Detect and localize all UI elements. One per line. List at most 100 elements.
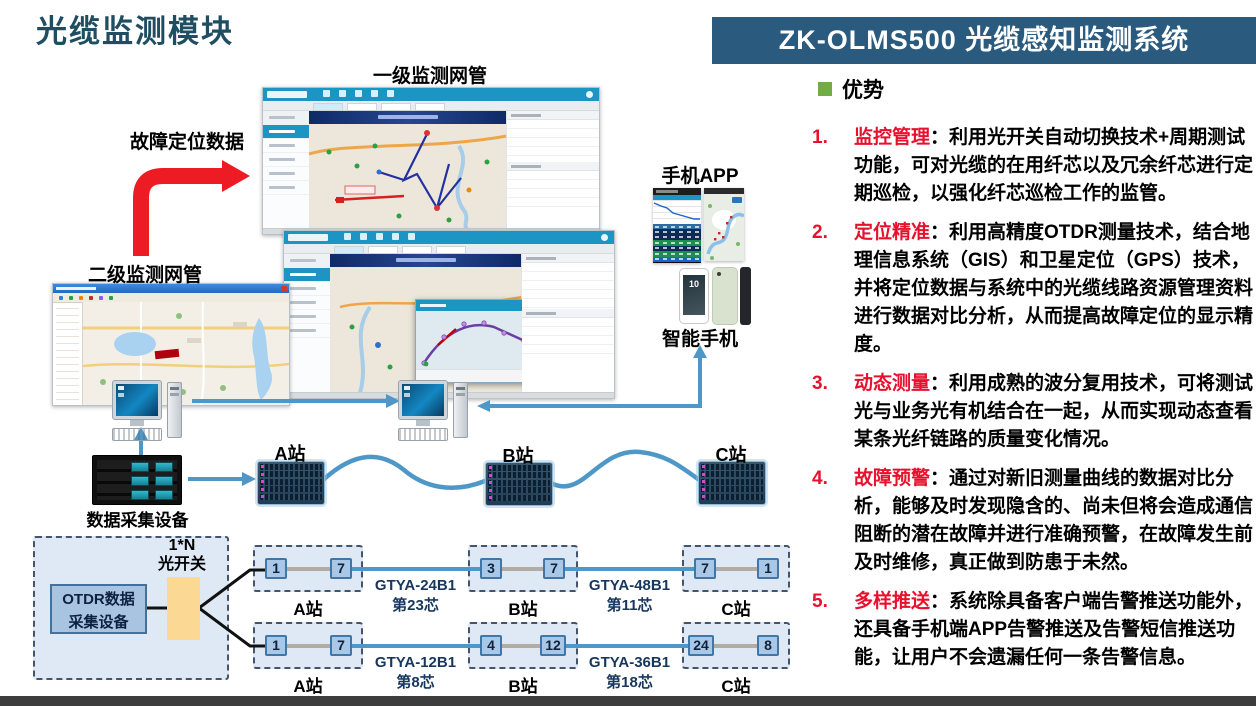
advantage-body: 通过对新旧测量曲线的数据对比分析，能够及时发现隐含的、尚未但将会造成通信阻断的潜… <box>854 468 1254 573</box>
map-title-banner <box>309 111 507 124</box>
advantage-term: 多样推送 <box>854 591 931 612</box>
advantages-heading-text: 优势 <box>842 79 884 102</box>
tower-icon <box>453 382 468 438</box>
layer-tree-panel <box>53 302 83 405</box>
station-a-panel <box>257 461 325 505</box>
advantage-colon: ： <box>930 222 950 243</box>
span-a-b <box>320 454 488 490</box>
fault-data-label: 故障定位数据 <box>130 132 245 153</box>
row1-cable-label-2: GTYA-48B1 第11芯 <box>577 576 682 616</box>
map-view <box>309 111 507 229</box>
advantage-number: 5. <box>812 591 828 612</box>
event-table-header <box>653 224 701 229</box>
daq-device <box>92 455 182 505</box>
phone-app-label: 手机APP <box>661 166 739 187</box>
advantages-list: 1. 监控管理：利用光开关自动切换技术+周期测试功能，可对光缆的在用纤芯以及冗余… <box>812 124 1254 683</box>
event-table-row <box>653 229 701 235</box>
row2-station-b-label: B站 <box>508 677 538 696</box>
fiber-route-line <box>422 323 522 364</box>
switch-label-line1: 1*N <box>168 537 196 554</box>
row2-station-c-label: C站 <box>721 677 751 696</box>
advantage-colon: ： <box>930 127 950 148</box>
dialog-map-art <box>421 320 522 367</box>
system-banner: ZK-OLMS500 光缆感知监测系统 <box>712 17 1256 64</box>
advantage-colon: ： <box>930 591 950 612</box>
port-box: 12 <box>540 635 566 656</box>
station-b-label: B站 <box>502 446 534 466</box>
app-logo <box>267 91 307 98</box>
otdr-trace-line <box>653 202 700 220</box>
advantage-item-5: 5. 多样推送：系统除具备客户端告警推送功能外，还具备手机端APP告警推送及告警… <box>812 588 1254 672</box>
smartphone-side-view <box>740 267 751 325</box>
phone-map-art <box>706 197 744 260</box>
cable-core: 第11芯 <box>606 597 653 614</box>
fault-location-dialog <box>415 299 522 383</box>
port-box: 4 <box>480 635 502 656</box>
advantage-number: 4. <box>812 468 828 489</box>
cable-core: 第18芯 <box>606 674 653 691</box>
advantage-text: 监控管理：利用光开关自动切换技术+周期测试功能，可对光缆的在用纤芯以及冗余纤芯进… <box>854 124 1254 208</box>
optical-switch <box>167 577 200 640</box>
advantage-term: 监控管理 <box>854 127 931 148</box>
advantage-number: 3. <box>812 373 828 394</box>
workstation-level1 <box>398 380 476 446</box>
advantage-colon: ： <box>930 373 950 394</box>
advantage-text: 动态测量：利用成熟的波分复用技术，可将测试光与业务光有机结合在一起，从而实现动态… <box>854 370 1254 454</box>
advantage-term: 定位精准 <box>854 222 931 243</box>
event-table-row <box>653 240 701 246</box>
otdr-device-line1: OTDR数据 <box>62 591 135 608</box>
advantage-item-1: 1. 监控管理：利用光开关自动切换技术+周期测试功能，可对光缆的在用纤芯以及冗余… <box>812 124 1254 208</box>
otdr-curve-chart <box>653 200 701 224</box>
nms-popup-screenshot <box>283 230 615 399</box>
station-b-panel <box>485 462 553 506</box>
slide-footer-bar <box>0 696 1256 706</box>
station-a-label: A站 <box>274 444 306 464</box>
advantage-item-2: 2. 定位精准：利用高精度OTDR测量技术，结合地理信息系统（GIS）和卫星定位… <box>812 219 1254 359</box>
port-box: 8 <box>757 635 779 656</box>
row1-station-c-label: C站 <box>721 600 751 619</box>
row2-cable-label-1: GTYA-12B1 第8芯 <box>363 653 468 693</box>
fault-segment-line <box>437 328 457 346</box>
detail-panel <box>521 254 614 393</box>
cable-name: GTYA-48B1 <box>588 577 671 594</box>
row1-station-a-label: A站 <box>293 600 323 619</box>
app-nav-icons <box>323 90 394 97</box>
advantage-body: 利用高精度OTDR测量技术，结合地理信息系统（GIS）和卫星定位（GPS）技术，… <box>854 222 1254 355</box>
green-bullet-icon <box>818 82 832 96</box>
phone-map-screenshot <box>704 188 744 261</box>
smartphone-photo: 10 <box>677 267 752 325</box>
dialog-title-bar <box>416 300 522 311</box>
nms-level1-screenshot <box>262 87 600 235</box>
advantage-text: 定位精准：利用高精度OTDR测量技术，结合地理信息系统（GIS）和卫星定位（GP… <box>854 219 1254 359</box>
otdr-device-line2: 采集设备 <box>68 614 129 631</box>
phone-otdr-screenshot <box>653 188 701 263</box>
phone-status-bar <box>653 188 701 195</box>
app-sidebar <box>284 254 331 393</box>
monitor-icon <box>398 380 448 420</box>
user-avatar-icon <box>601 234 608 241</box>
window-title-bar <box>53 284 289 293</box>
cable-name: GTYA-36B1 <box>588 654 671 671</box>
alarm-route-line <box>334 194 405 202</box>
event-table-row <box>653 251 701 257</box>
detail-panel <box>506 111 599 229</box>
advantage-text: 多样推送：系统除具备客户端告警推送功能外，还具备手机端APP告警推送及告警短信推… <box>854 588 1254 672</box>
workstation-level2 <box>112 380 190 446</box>
daq-label: 数据采集设备 <box>86 511 189 530</box>
map-view <box>330 254 522 393</box>
advantage-body: 系统除具备客户端告警推送功能外，还具备手机端APP告警推送及告警短信推送功能，让… <box>854 591 1254 668</box>
advantage-number: 1. <box>812 127 828 148</box>
port-box: 7 <box>330 558 352 579</box>
row1-station-b-label: B站 <box>508 600 538 619</box>
monitor-icon <box>112 380 162 420</box>
span-b-c <box>548 449 701 489</box>
event-table-row <box>653 256 701 262</box>
event-table-row <box>653 245 701 251</box>
advantage-term: 故障预警 <box>854 468 931 489</box>
keyboard-icon <box>112 428 162 441</box>
app-tab-bar <box>284 244 614 254</box>
app-header-bar <box>284 231 614 244</box>
advantage-colon: ： <box>930 468 950 489</box>
cable-core: 第23芯 <box>392 597 439 614</box>
